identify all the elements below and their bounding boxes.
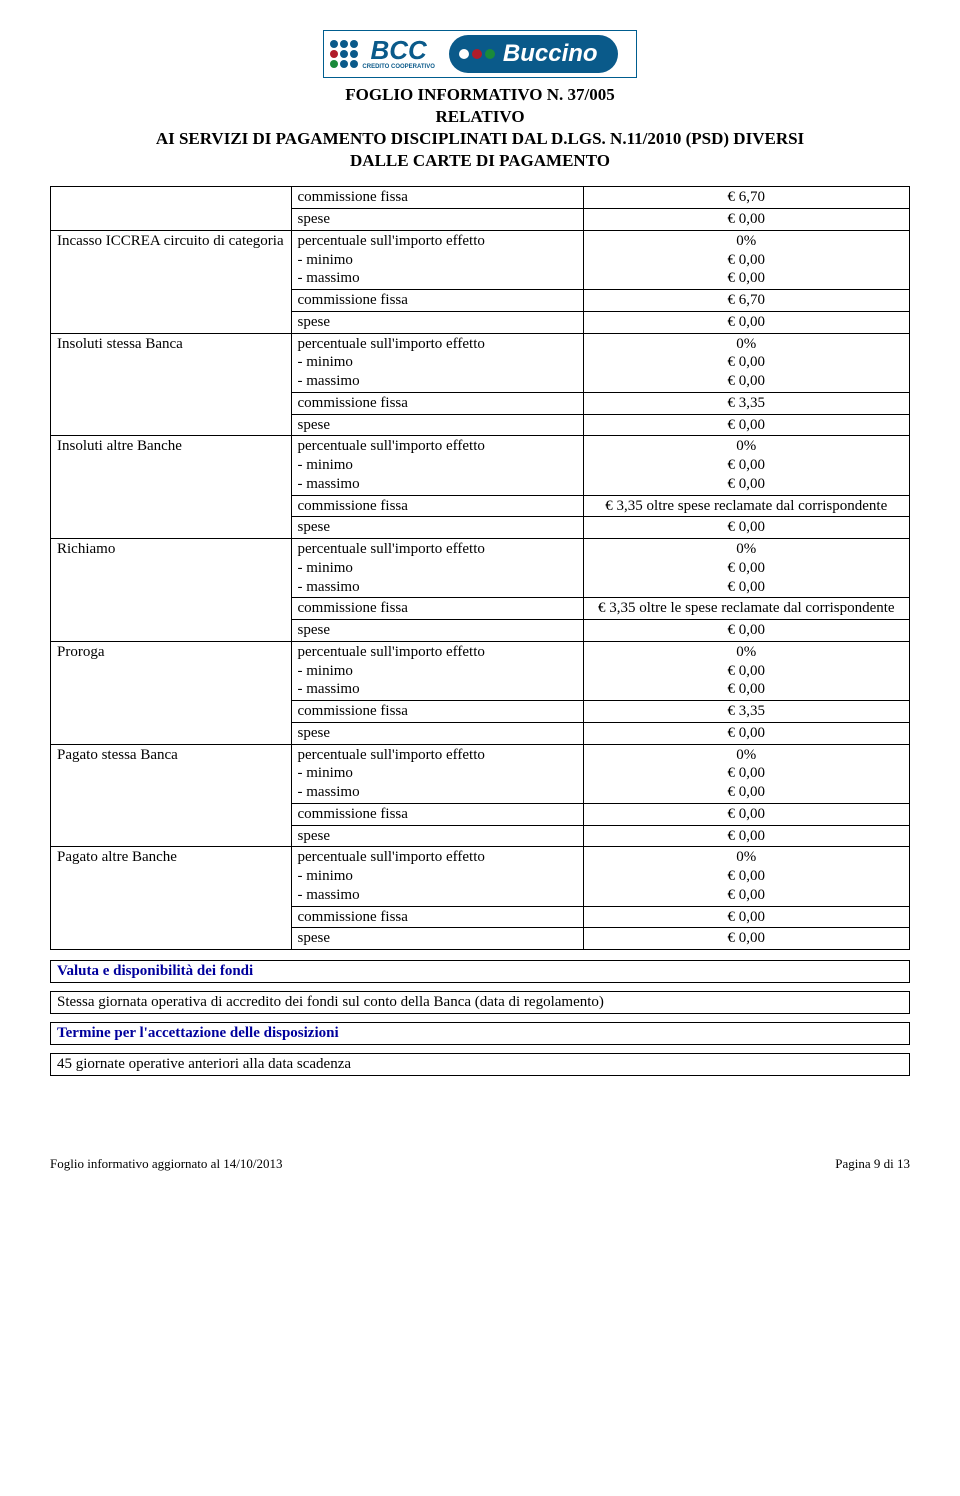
table-desc-cell: spese xyxy=(291,620,583,642)
table-value-cell: € 6,70 xyxy=(583,290,909,312)
table-desc-cell: percentuale sull'importo effetto- minimo… xyxy=(291,847,583,906)
table-value-cell: € 3,35 oltre le spese reclamate dal corr… xyxy=(583,598,909,620)
table-category-cell: Incasso ICCREA circuito di categoria xyxy=(51,230,292,333)
table-desc-cell: commissione fissa xyxy=(291,598,583,620)
table-value-cell: 0%€ 0,00€ 0,00 xyxy=(583,230,909,289)
valuta-heading: Valuta e disponibilità dei fondi xyxy=(57,963,253,979)
table-value-cell: € 3,35 xyxy=(583,701,909,723)
table-category-cell: Pagato altre Banche xyxy=(51,847,292,950)
table-desc-cell: percentuale sull'importo effetto- minimo… xyxy=(291,539,583,598)
buccino-label: Buccino xyxy=(503,40,598,68)
termine-text-box: 45 giornate operative anteriori alla dat… xyxy=(50,1053,910,1076)
table-value-cell: € 0,00 xyxy=(583,906,909,928)
bcc-dots-icon xyxy=(330,40,358,68)
table-desc-cell: spese xyxy=(291,825,583,847)
table-value-cell: € 0,00 xyxy=(583,825,909,847)
table-value-cell: € 0,00 xyxy=(583,414,909,436)
table-category-cell: Insoluti stessa Banca xyxy=(51,333,292,436)
page-footer: Foglio informativo aggiornato al 14/10/2… xyxy=(50,1156,910,1172)
table-value-cell: 0%€ 0,00€ 0,00 xyxy=(583,333,909,392)
table-desc-cell: spese xyxy=(291,414,583,436)
table-value-cell: € 0,00 xyxy=(583,803,909,825)
table-value-cell: 0%€ 0,00€ 0,00 xyxy=(583,539,909,598)
table-desc-cell: spese xyxy=(291,209,583,231)
table-value-cell: 0%€ 0,00€ 0,00 xyxy=(583,436,909,495)
table-value-cell: 0%€ 0,00€ 0,00 xyxy=(583,641,909,700)
table-value-cell: € 0,00 xyxy=(583,620,909,642)
fees-table: commissione fissa€ 6,70spese€ 0,00Incass… xyxy=(50,186,910,950)
title-line-3: AI SERVIZI DI PAGAMENTO DISCIPLINATI DAL… xyxy=(50,128,910,150)
valuta-text-box: Stessa giornata operativa di accredito d… xyxy=(50,991,910,1014)
table-desc-cell: percentuale sull'importo effetto- minimo… xyxy=(291,436,583,495)
table-category-cell xyxy=(51,187,292,231)
table-value-cell: € 6,70 xyxy=(583,187,909,209)
table-desc-cell: commissione fissa xyxy=(291,392,583,414)
table-category-cell: Pagato stessa Banca xyxy=(51,744,292,847)
table-desc-cell: spese xyxy=(291,928,583,950)
table-category-cell: Insoluti altre Banche xyxy=(51,436,292,539)
table-value-cell: € 0,00 xyxy=(583,311,909,333)
valuta-heading-box: Valuta e disponibilità dei fondi xyxy=(50,960,910,983)
table-desc-cell: commissione fissa xyxy=(291,187,583,209)
table-value-cell: € 3,35 oltre spese reclamate dal corrisp… xyxy=(583,495,909,517)
table-desc-cell: commissione fissa xyxy=(291,803,583,825)
footer-left: Foglio informativo aggiornato al 14/10/2… xyxy=(50,1156,283,1172)
table-category-cell: Richiamo xyxy=(51,539,292,642)
pill-dots-icon xyxy=(459,49,495,59)
title-line-2: RELATIVO xyxy=(50,106,910,128)
table-desc-cell: percentuale sull'importo effetto- minimo… xyxy=(291,333,583,392)
table-desc-cell: commissione fissa xyxy=(291,290,583,312)
table-desc-cell: percentuale sull'importo effetto- minimo… xyxy=(291,744,583,803)
table-desc-cell: commissione fissa xyxy=(291,701,583,723)
bcc-logo: BCC CREDITO COOPERATIVO xyxy=(330,39,434,70)
footer-right: Pagina 9 di 13 xyxy=(835,1156,910,1172)
bcc-sublabel: CREDITO COOPERATIVO xyxy=(362,64,434,70)
termine-heading-box: Termine per l'accettazione delle disposi… xyxy=(50,1022,910,1045)
buccino-pill: Buccino xyxy=(449,35,618,73)
table-value-cell: 0%€ 0,00€ 0,00 xyxy=(583,744,909,803)
table-category-cell: Proroga xyxy=(51,641,292,744)
table-desc-cell: spese xyxy=(291,311,583,333)
table-value-cell: € 3,35 xyxy=(583,392,909,414)
table-desc-cell: spese xyxy=(291,517,583,539)
termine-text: 45 giornate operative anteriori alla dat… xyxy=(57,1056,351,1072)
table-desc-cell: commissione fissa xyxy=(291,495,583,517)
title-line-4: DALLE CARTE DI PAGAMENTO xyxy=(50,150,910,172)
termine-heading: Termine per l'accettazione delle disposi… xyxy=(57,1025,339,1041)
header-logo-container: BCC CREDITO COOPERATIVO Buccino xyxy=(50,30,910,78)
valuta-text: Stessa giornata operativa di accredito d… xyxy=(57,994,604,1010)
table-value-cell: € 0,00 xyxy=(583,928,909,950)
table-desc-cell: commissione fissa xyxy=(291,906,583,928)
title-line-1: FOGLIO INFORMATIVO N. 37/005 xyxy=(50,84,910,106)
table-value-cell: € 0,00 xyxy=(583,722,909,744)
document-title: FOGLIO INFORMATIVO N. 37/005 RELATIVO AI… xyxy=(50,84,910,172)
table-desc-cell: spese xyxy=(291,722,583,744)
bcc-label: BCC xyxy=(370,35,426,65)
table-value-cell: € 0,00 xyxy=(583,517,909,539)
table-desc-cell: percentuale sull'importo effetto- minimo… xyxy=(291,230,583,289)
table-value-cell: € 0,00 xyxy=(583,209,909,231)
table-value-cell: 0%€ 0,00€ 0,00 xyxy=(583,847,909,906)
logo-box: BCC CREDITO COOPERATIVO Buccino xyxy=(323,30,636,78)
table-desc-cell: percentuale sull'importo effetto- minimo… xyxy=(291,641,583,700)
